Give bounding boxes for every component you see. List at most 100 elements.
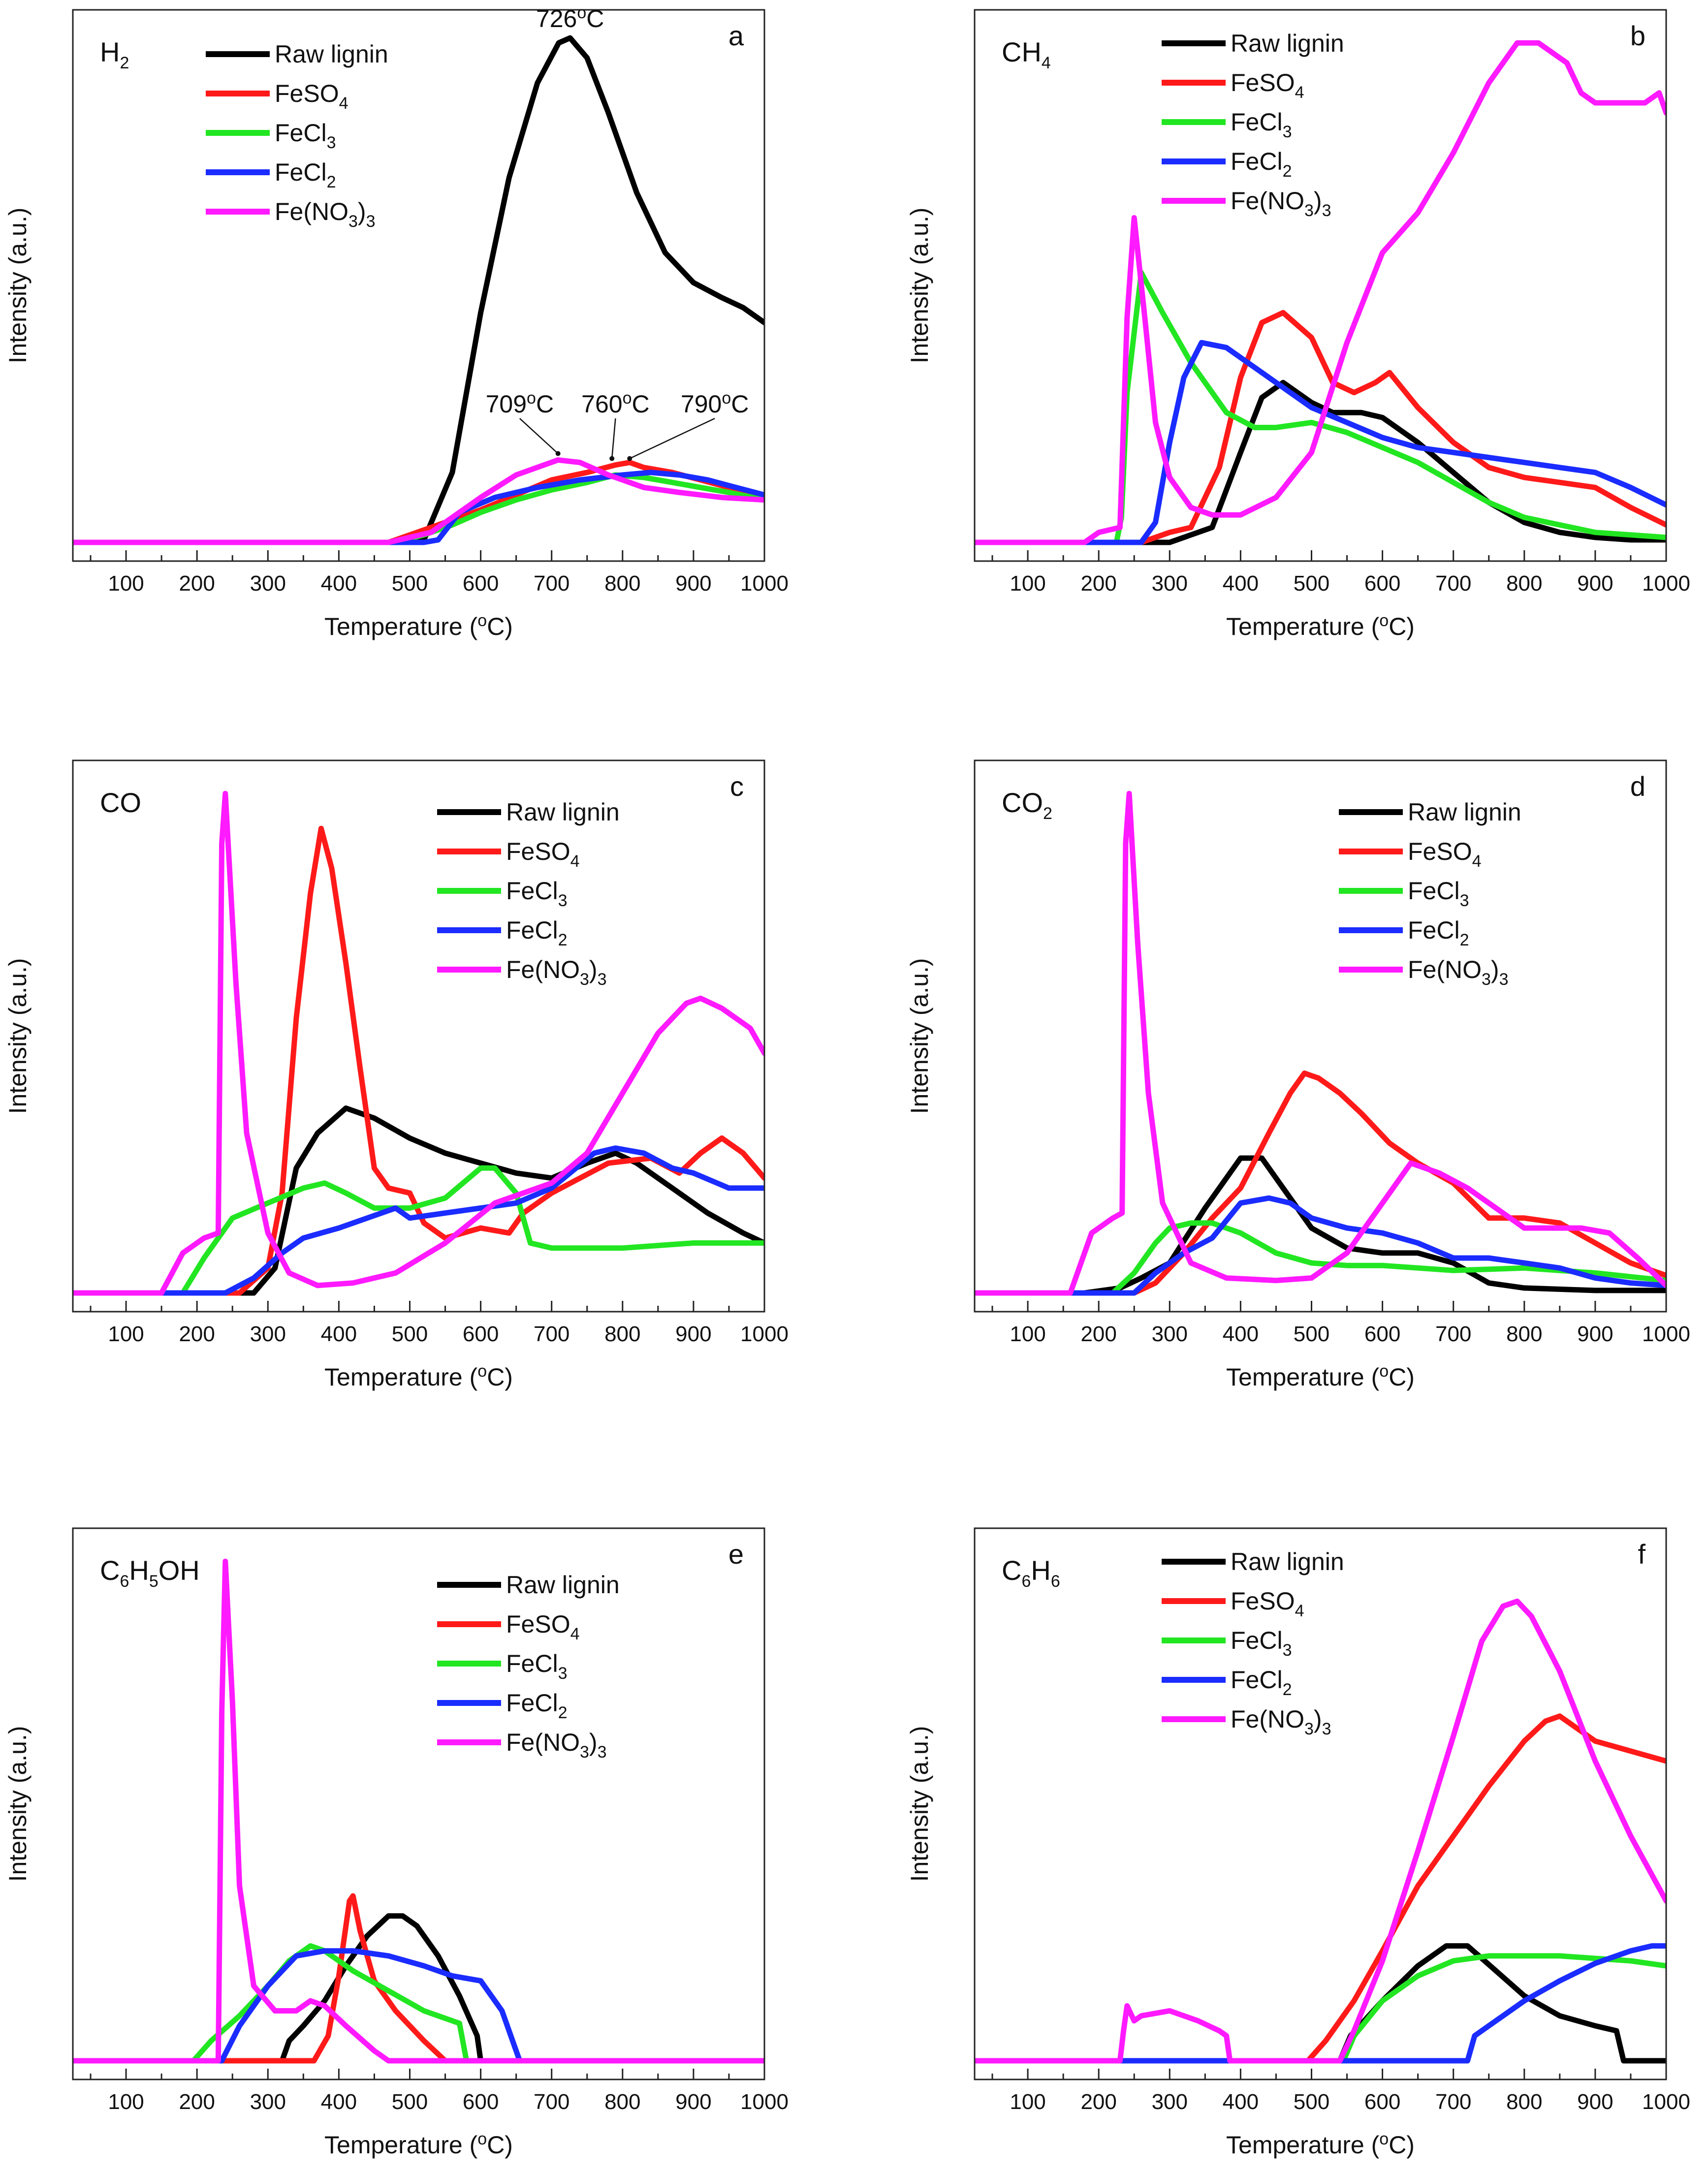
- x-tick-label: 700: [1435, 571, 1471, 596]
- legend-label-raw-lignin: Raw lignin: [275, 40, 388, 68]
- legend-label-fe-no3-3: Fe(NO3)3: [1231, 187, 1331, 220]
- x-axis-title: Temperature (oC): [324, 1362, 513, 1391]
- x-tick-label: 1000: [740, 571, 789, 596]
- legend-label-feso4: FeSO4: [506, 1610, 580, 1643]
- x-tick-label: 1000: [1642, 571, 1690, 596]
- series-line-fe-no3-3: [73, 1558, 764, 2064]
- legend-label-fecl3: FeCl3: [1231, 108, 1292, 141]
- x-tick-label: 300: [1152, 1322, 1188, 1346]
- annotation-label: 760oC: [581, 389, 649, 418]
- species-label: C6H6: [1002, 1555, 1060, 1591]
- plot-frame: [974, 9, 1667, 562]
- series-line-raw-lignin: [975, 379, 1666, 545]
- x-tick-label: 700: [1435, 1322, 1471, 1346]
- legend-label-fecl3: FeCl3: [275, 119, 336, 152]
- x-tick-label: 200: [179, 2090, 215, 2114]
- x-tick-label: 700: [534, 2090, 569, 2114]
- legend: Raw lignin FeSO4 FeCl3 FeCl2 Fe(NO3)3: [437, 1571, 620, 1762]
- x-tick-label: 1000: [1642, 1322, 1690, 1346]
- y-axis-title: Intensity (a.u.): [906, 1726, 933, 1882]
- legend-label-feso4: FeSO4: [1408, 838, 1482, 871]
- species-label: CO: [100, 787, 141, 818]
- x-tick-label: 600: [1364, 2090, 1400, 2114]
- series-line-fecl2: [975, 340, 1666, 545]
- legend-label-raw-lignin: Raw lignin: [1231, 30, 1344, 57]
- annotation-arrow: [629, 418, 715, 459]
- x-tick-label: 600: [463, 571, 499, 596]
- y-axis-title: Intensity (a.u.): [906, 958, 933, 1114]
- x-tick-label: 500: [1294, 1322, 1329, 1346]
- y-axis-title: Intensity (a.u.): [4, 1726, 32, 1882]
- species-label: H2: [100, 36, 129, 72]
- x-tick-label: 400: [1223, 1322, 1259, 1346]
- series-line-fe-no3-3: [975, 790, 1666, 1296]
- series-line-fecl2: [975, 1943, 1666, 2064]
- x-tick-label: 700: [534, 571, 569, 596]
- legend-label-fecl2: FeCl2: [506, 1689, 568, 1722]
- annotation-arrowhead: [555, 451, 561, 456]
- series-group: [73, 1558, 764, 2064]
- legend-label-fecl2: FeCl2: [1231, 1666, 1292, 1699]
- legend: Raw lignin FeSO4 FeCl3 FeCl2 Fe(NO3)3: [437, 798, 620, 989]
- legend-label-fe-no3-3: Fe(NO3)3: [506, 1729, 607, 1762]
- x-tick-label: 700: [534, 1322, 569, 1346]
- x-tick-label: 100: [1010, 1322, 1045, 1346]
- annotation-label: 709oC: [486, 389, 554, 418]
- x-tick-label: 900: [675, 571, 711, 596]
- x-tick-label: 800: [1506, 1322, 1542, 1346]
- x-tick-label: 400: [321, 1322, 357, 1346]
- x-axis-title: Temperature (oC): [324, 2130, 513, 2159]
- species-label: CH4: [1002, 36, 1051, 72]
- series-line-fe-no3-3: [73, 457, 764, 545]
- series-line-feso4: [73, 1893, 764, 2064]
- annotation-arrowhead: [609, 456, 615, 461]
- x-tick-label: 1000: [1642, 2090, 1690, 2114]
- annotation-label: 726oC: [536, 3, 604, 32]
- x-tick-label: 200: [1080, 1322, 1116, 1346]
- x-tick-label: 500: [1294, 571, 1329, 596]
- annotation-arrow: [611, 418, 616, 459]
- x-tick-label: 800: [604, 571, 640, 596]
- legend-label-fecl3: FeCl3: [1231, 1627, 1292, 1660]
- x-tick-label: 600: [1364, 1322, 1400, 1346]
- x-tick-label: 600: [463, 1322, 499, 1346]
- x-tick-label: 1000: [740, 2090, 789, 2114]
- x-tick-label: 400: [321, 2090, 357, 2114]
- panel-letter: d: [1630, 771, 1645, 802]
- x-tick-label: 100: [108, 2090, 144, 2114]
- panel-d: 100 200 300 400 500 600 700 800 900 1000 Temperatu…: [906, 759, 1690, 1391]
- x-tick-label: 900: [1577, 1322, 1613, 1346]
- series-line-fecl2: [73, 470, 764, 545]
- x-tick-label: 600: [463, 2090, 499, 2114]
- legend-label-fe-no3-3: Fe(NO3)3: [1408, 956, 1509, 989]
- x-tick-label: 100: [1010, 2090, 1045, 2114]
- legend-label-feso4: FeSO4: [1231, 1587, 1304, 1620]
- y-axis-title: Intensity (a.u.): [4, 208, 32, 364]
- x-tick-label: 800: [1506, 2090, 1542, 2114]
- series-line-raw-lignin: [73, 1913, 764, 2064]
- y-axis-title: Intensity (a.u.): [4, 958, 32, 1114]
- annotation-arrowhead: [627, 456, 633, 461]
- annotation-arrow: [519, 418, 559, 454]
- x-tick-label: 800: [604, 1322, 640, 1346]
- series-line-raw-lignin: [73, 1105, 764, 1296]
- series-line-fe-no3-3: [975, 40, 1666, 545]
- x-tick-label: 500: [1294, 2090, 1329, 2114]
- x-tick-label: 200: [1080, 2090, 1116, 2114]
- legend-label-fe-no3-3: Fe(NO3)3: [275, 198, 376, 231]
- legend-label-fecl3: FeCl3: [1408, 877, 1469, 910]
- x-tick-label: 300: [1152, 571, 1188, 596]
- legend-label-fecl2: FeCl2: [1231, 148, 1292, 181]
- x-tick-label: 800: [604, 2090, 640, 2114]
- legend-label-fecl3: FeCl3: [506, 877, 568, 910]
- plot-frame: [72, 9, 765, 562]
- plot-frame: [72, 759, 765, 1313]
- x-tick-label: 900: [675, 2090, 711, 2114]
- x-tick-label: 200: [179, 1322, 215, 1346]
- panel-letter: c: [730, 771, 744, 802]
- x-tick-label: 500: [392, 571, 428, 596]
- series-line-raw-lignin: [73, 35, 764, 545]
- legend: Raw lignin FeSO4 FeCl3 FeCl2 Fe(NO3)3: [1339, 798, 1521, 989]
- x-tick-label: 300: [250, 2090, 286, 2114]
